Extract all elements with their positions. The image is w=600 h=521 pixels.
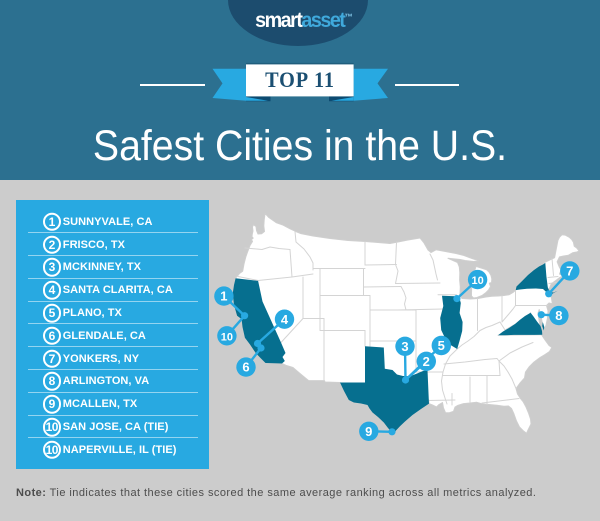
svg-text:7: 7	[566, 264, 573, 279]
svg-text:9: 9	[365, 424, 372, 439]
svg-text:10: 10	[471, 275, 483, 287]
svg-text:10: 10	[221, 331, 233, 343]
svg-text:8: 8	[555, 308, 562, 323]
svg-text:1: 1	[220, 289, 227, 304]
svg-text:4: 4	[281, 312, 289, 327]
svg-text:6: 6	[242, 360, 249, 375]
svg-text:5: 5	[438, 338, 445, 353]
svg-text:3: 3	[401, 339, 408, 354]
svg-text:2: 2	[423, 354, 430, 369]
